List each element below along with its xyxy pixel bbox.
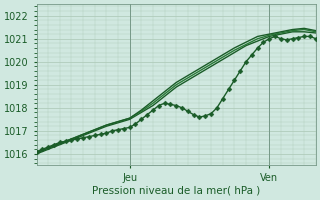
X-axis label: Pression niveau de la mer( hPa ): Pression niveau de la mer( hPa ) bbox=[92, 186, 260, 196]
